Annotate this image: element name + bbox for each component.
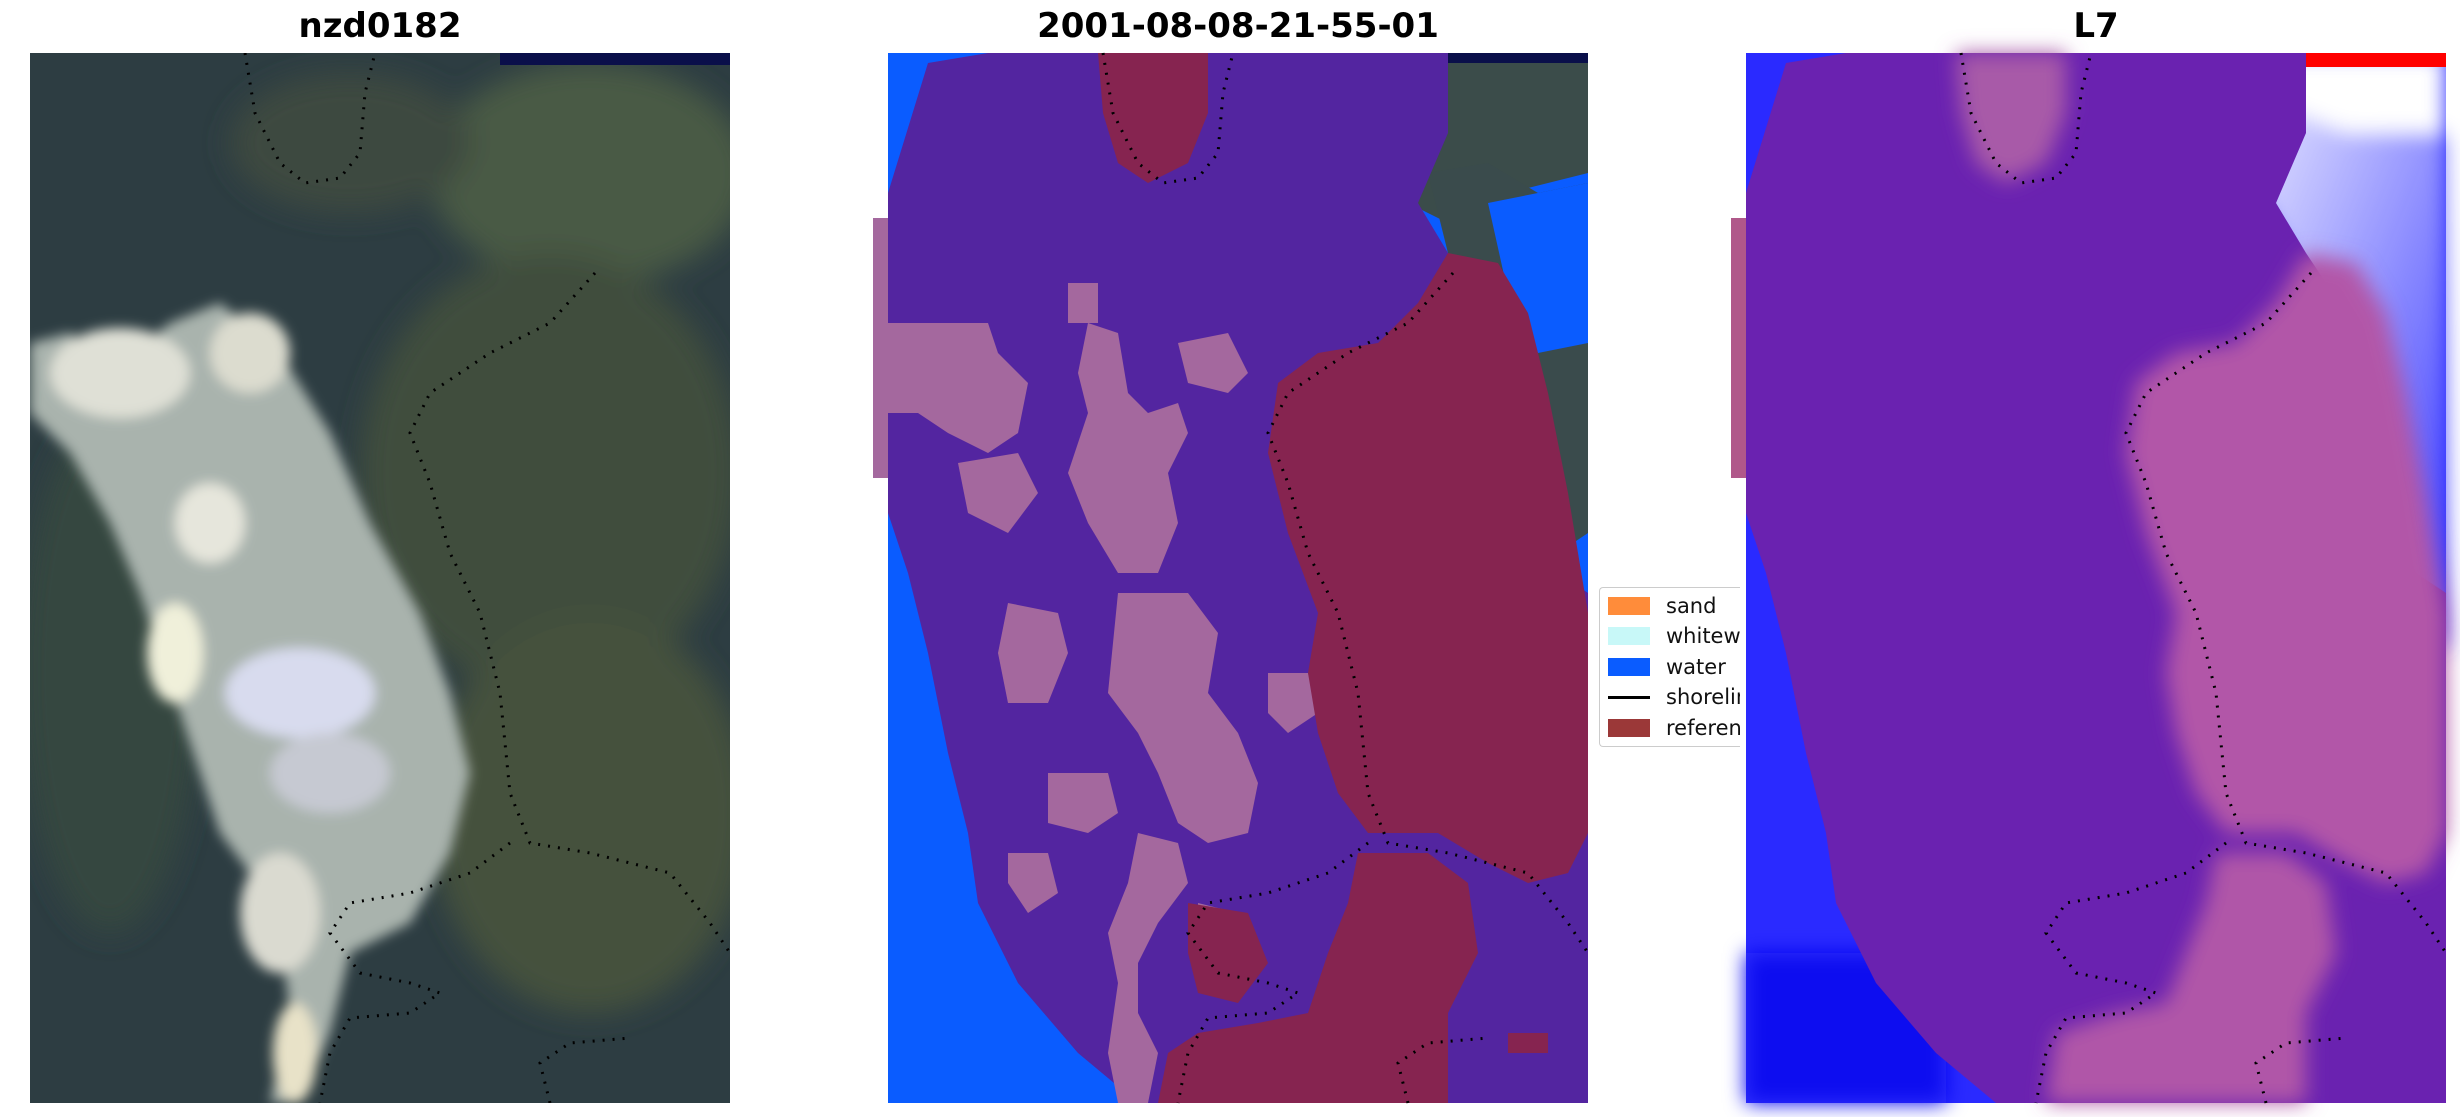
- legend-label-reference: referenc: [1666, 716, 1740, 740]
- index-image: [1731, 52, 2448, 1104]
- legend-label-water: water: [1666, 655, 1726, 679]
- panel-title-index: L7: [2073, 6, 2119, 46]
- legend-item-sand: sand: [1608, 593, 1716, 619]
- legend: sand whitewa water shorelin referenc: [1599, 587, 1740, 747]
- legend-swatch-whitewater: [1608, 627, 1650, 645]
- legend-item-whitewater: whitewa: [1608, 623, 1740, 649]
- legend-item-shoreline: shorelin: [1608, 684, 1740, 710]
- panel-rgb: nzd0182: [30, 0, 730, 1117]
- legend-swatch-water: [1608, 658, 1650, 676]
- legend-swatch-sand: [1608, 597, 1650, 615]
- classification-image: [873, 52, 1590, 1104]
- panel-index: L7: [1731, 0, 2448, 1117]
- legend-item-water: water: [1608, 654, 1726, 680]
- legend-label-shoreline: shorelin: [1666, 685, 1740, 709]
- legend-swatch-reference: [1608, 719, 1650, 737]
- panel-title-classification: 2001-08-08-21-55-01: [1037, 6, 1439, 46]
- panel-title-rgb: nzd0182: [298, 6, 462, 46]
- legend-label-sand: sand: [1666, 594, 1717, 618]
- legend-label-whitewater: whitewa: [1666, 624, 1740, 648]
- legend-item-reference: referenc: [1608, 715, 1740, 741]
- legend-line-shoreline: [1608, 695, 1650, 699]
- rgb-image: [30, 53, 730, 1103]
- panel-classification: 2001-08-08-21-55-01: [873, 0, 1590, 1117]
